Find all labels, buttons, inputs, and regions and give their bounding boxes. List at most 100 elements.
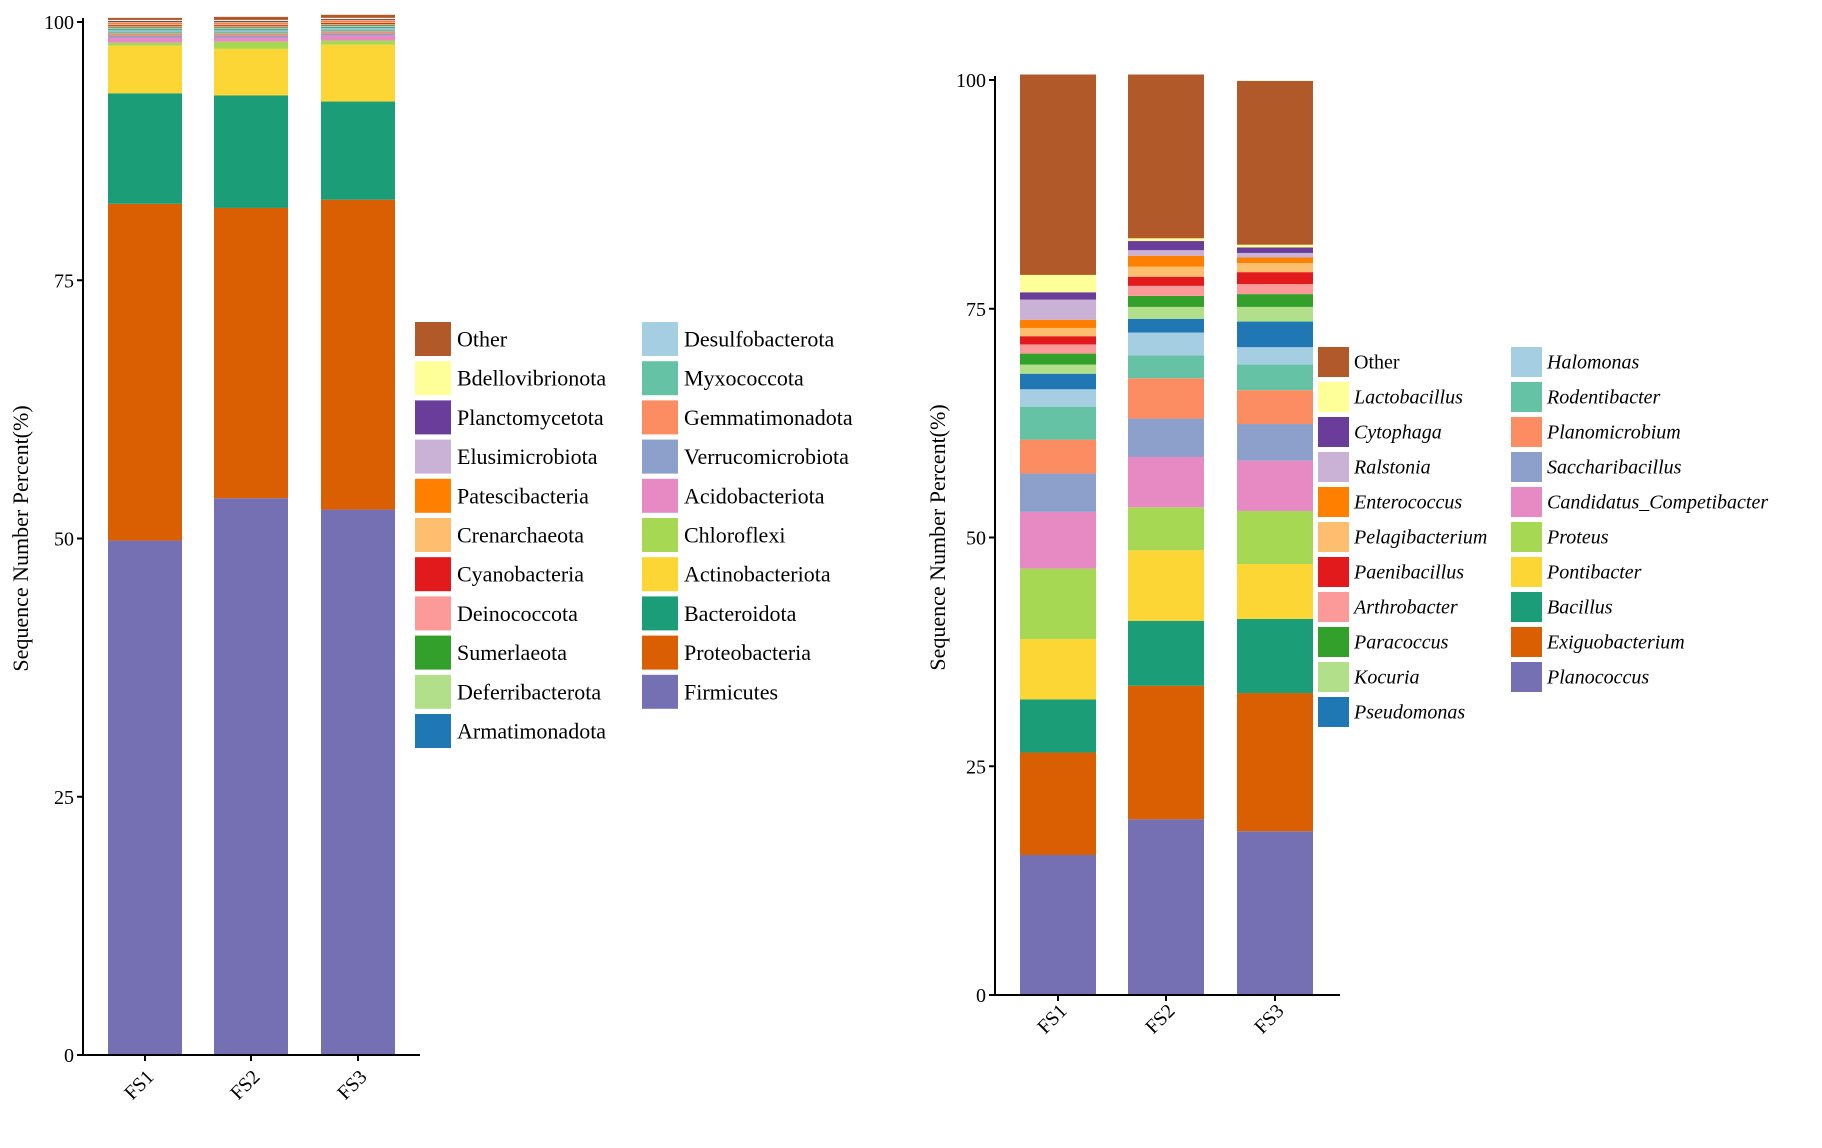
- bar-segment-candidatus-competibacter-fs1: [1020, 511, 1096, 569]
- bar-segment-bacteroidota-fs3: [321, 101, 395, 200]
- bar-segment-sumerlaeota-fs1: [108, 27, 182, 29]
- bar-segment-acidobacteriota-fs1: [108, 37, 182, 43]
- legend-swatch: [1318, 347, 1349, 377]
- bar-segment-lactobacillus-fs3: [1237, 244, 1313, 248]
- bar-segment-paracoccus-fs3: [1237, 294, 1313, 307]
- bar-segment-pseudomonas-fs2: [1128, 318, 1204, 333]
- bar-segment-elusimicrobiota-fs1: [108, 22, 182, 24]
- bar-segment-chloroflexi-fs1: [108, 42, 182, 46]
- legend-swatch: [415, 557, 451, 592]
- bar-segment-bacteroidota-fs1: [108, 93, 182, 204]
- y-tick-label: 75: [966, 299, 986, 321]
- bar-segment-bdellovibrionota-fs3: [321, 17, 395, 19]
- genus-chart: 0 25 50 75 100 Sequence Number Percent(%) FS1 F…: [925, 70, 1768, 1038]
- bar-segment-proteobacteria-fs1: [108, 203, 182, 541]
- bar-segment-planomicrobium-fs1: [1020, 439, 1096, 474]
- y-tick-label: 100: [956, 70, 986, 92]
- bar-segment-bdellovibrionota-fs2: [214, 19, 288, 21]
- bar-segment-bacillus-fs1: [1020, 699, 1096, 753]
- bar-segment-paracoccus-fs1: [1020, 353, 1096, 365]
- phylum-chart: 0 25 50 75 100 Sequence Number Percent(%) FS1 F…: [8, 12, 853, 1104]
- legend-label: Desulfobacterota: [684, 326, 834, 351]
- legend-label: Other: [457, 326, 508, 351]
- bar-segment-exiguobacterium-fs1: [1020, 752, 1096, 856]
- bar-segment-deinococcota-fs2: [214, 26, 288, 28]
- bar-segment-sumerlaeota-fs2: [214, 27, 288, 29]
- legend-label: Kocuria: [1353, 667, 1420, 689]
- bar-segment-verrucomicrobiota-fs3: [321, 33, 395, 36]
- bar-segment-sumerlaeota-fs3: [321, 25, 395, 27]
- legend-swatch: [642, 439, 678, 474]
- legend-label: Proteobacteria: [684, 640, 811, 665]
- bar-segment-crenarchaeota-fs2: [214, 24, 288, 26]
- bar-segment-acidobacteriota-fs3: [321, 35, 395, 41]
- bar-segment-other-fs3: [1237, 80, 1313, 245]
- legend-label: Actinobacteriota: [684, 562, 831, 587]
- bar-segment-pelagibacterium-fs3: [1237, 263, 1313, 273]
- legend-label: Pseudomonas: [1353, 702, 1465, 724]
- bar-segment-paenibacillus-fs1: [1020, 336, 1096, 345]
- bar-segment-chloroflexi-fs2: [214, 41, 288, 49]
- bar-segment-bdellovibrionota-fs1: [108, 19, 182, 21]
- y-tick-label: 75: [54, 270, 74, 292]
- bar-segment-exiguobacterium-fs2: [1128, 685, 1204, 820]
- bar-segment-enterococcus-fs3: [1237, 257, 1313, 263]
- legend-swatch: [642, 635, 678, 670]
- bar-segment-pelagibacterium-fs1: [1020, 327, 1096, 337]
- legend-label: Proteus: [1546, 527, 1609, 549]
- y-tick-label: 0: [976, 985, 986, 1007]
- legend-label: Bacillus: [1547, 597, 1613, 619]
- bar-segment-bacillus-fs2: [1128, 620, 1204, 686]
- legend-label: Enterococcus: [1353, 492, 1462, 514]
- bar-segment-deferribacterota-fs1: [108, 28, 182, 30]
- bar-segment-deferribacterota-fs3: [321, 26, 395, 28]
- legend-swatch: [1511, 627, 1542, 657]
- bar-segment-ralstonia-fs1: [1020, 299, 1096, 320]
- legend-swatch: [415, 361, 451, 396]
- legend-label: Planctomycetota: [457, 405, 604, 430]
- x-tick-label: FS3: [333, 1066, 371, 1104]
- legend-label: Halomonas: [1546, 352, 1639, 374]
- bar-segment-cyanobacteria-fs1: [108, 25, 182, 27]
- legend: Other Bdellovibrionota Planctomycetota Elus…: [415, 322, 853, 748]
- legend-swatch: [1318, 557, 1349, 587]
- bar-segment-arthrobacter-fs3: [1237, 284, 1313, 295]
- bar-segment-pontibacter-fs3: [1237, 564, 1313, 619]
- bar-segment-other-fs2: [214, 16, 288, 20]
- legend-label: Paracoccus: [1353, 632, 1449, 654]
- legend-label: Planomicrobium: [1546, 422, 1681, 444]
- bar-segment-planctomycetota-fs3: [321, 18, 395, 20]
- legend-swatch: [1318, 487, 1349, 517]
- bar-segment-halomonas-fs3: [1237, 347, 1313, 365]
- legend-swatch: [1511, 522, 1542, 552]
- legend-swatch: [642, 596, 678, 631]
- bar-segment-firmicutes-fs3: [321, 509, 395, 1055]
- legend-swatch: [1511, 487, 1542, 517]
- x-tick-label: FS3: [1250, 1000, 1288, 1038]
- legend-swatch: [1318, 592, 1349, 622]
- bar-segment-proteus-fs3: [1237, 510, 1313, 565]
- bar-segment-chloroflexi-fs3: [321, 40, 395, 45]
- bar-segment-armatimonadota-fs1: [108, 29, 182, 31]
- bar-segment-gemmatimonadota-fs2: [214, 33, 288, 36]
- bar-segment-proteobacteria-fs2: [214, 207, 288, 499]
- bar-segment-rodentibacter-fs3: [1237, 364, 1313, 391]
- bar-segment-proteobacteria-fs3: [321, 199, 395, 510]
- bar-segment-myxococcota-fs2: [214, 31, 288, 34]
- bar-segment-paenibacillus-fs2: [1128, 276, 1204, 286]
- legend-label: Elusimicrobiota: [457, 444, 598, 469]
- bar-segment-cyanobacteria-fs3: [321, 23, 395, 25]
- legend-swatch: [642, 322, 678, 356]
- bar-segment-other-fs1: [1020, 74, 1096, 275]
- bar-segment-proteus-fs2: [1128, 507, 1204, 551]
- y-tick-label: 50: [966, 528, 986, 550]
- legend-swatch: [642, 518, 678, 552]
- legend-swatch: [642, 674, 678, 709]
- legend-swatch: [415, 400, 451, 435]
- bar-segment-enterococcus-fs2: [1128, 255, 1204, 267]
- bar-segment-elusimicrobiota-fs3: [321, 19, 395, 21]
- bar-segment-planctomycetota-fs2: [214, 20, 288, 22]
- bar-segment-cytophaga-fs2: [1128, 241, 1204, 251]
- bar-segment-cytophaga-fs3: [1237, 247, 1313, 253]
